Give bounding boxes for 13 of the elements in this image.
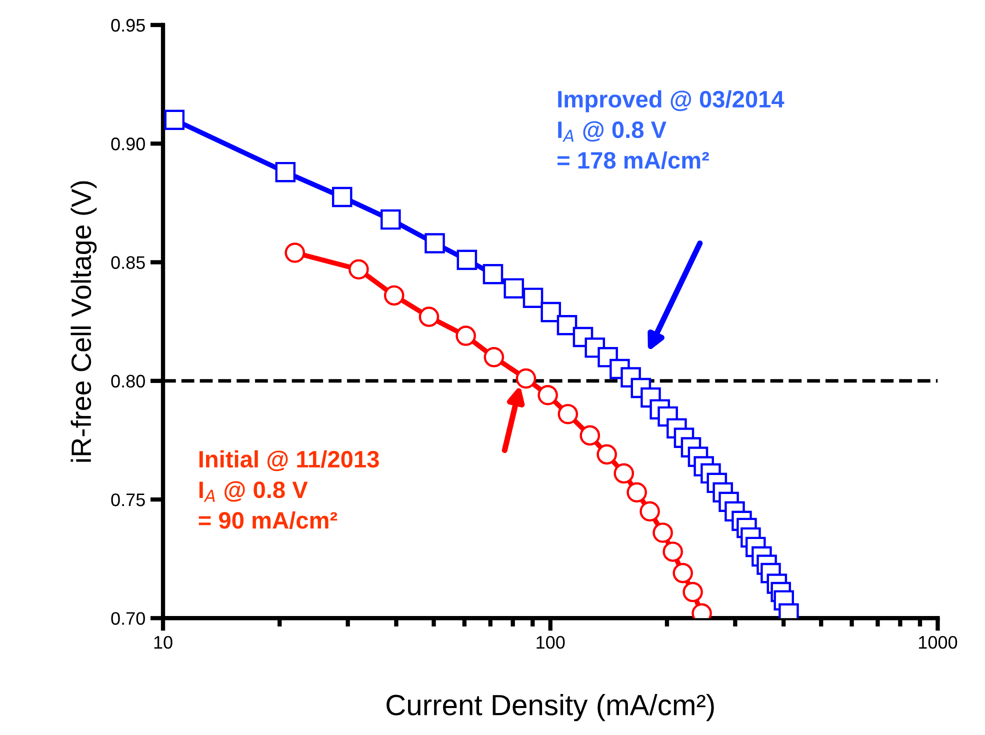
annotation: Improved @ 03/2014 I$_{A}$ @ 0.8 V = 178 mA/cm² [558, 90, 784, 169]
y-tick-label: 0.80 [111, 374, 145, 388]
x-axis-title: Current Density (mA/cm²) [386, 694, 714, 722]
y-tick-label: 0.95 [111, 18, 145, 32]
y-tick-label: 0.85 [111, 256, 145, 269]
x-tick-label: 10 [154, 636, 172, 649]
x-tick-label: 1000 [919, 636, 958, 649]
y-axis-title: iR-free Cell Voltage (V) [70, 181, 97, 462]
y-tick-label: 0.70 [111, 612, 145, 625]
y-tick-label: 0.90 [111, 138, 145, 150]
y-tick-label: 0.75 [111, 493, 145, 506]
annotation: Initial @ 11/2013 I$_{A}$ @ 0.8 V = 90 mA/cm² [198, 450, 379, 529]
x-tick-label: 100 [536, 636, 565, 649]
